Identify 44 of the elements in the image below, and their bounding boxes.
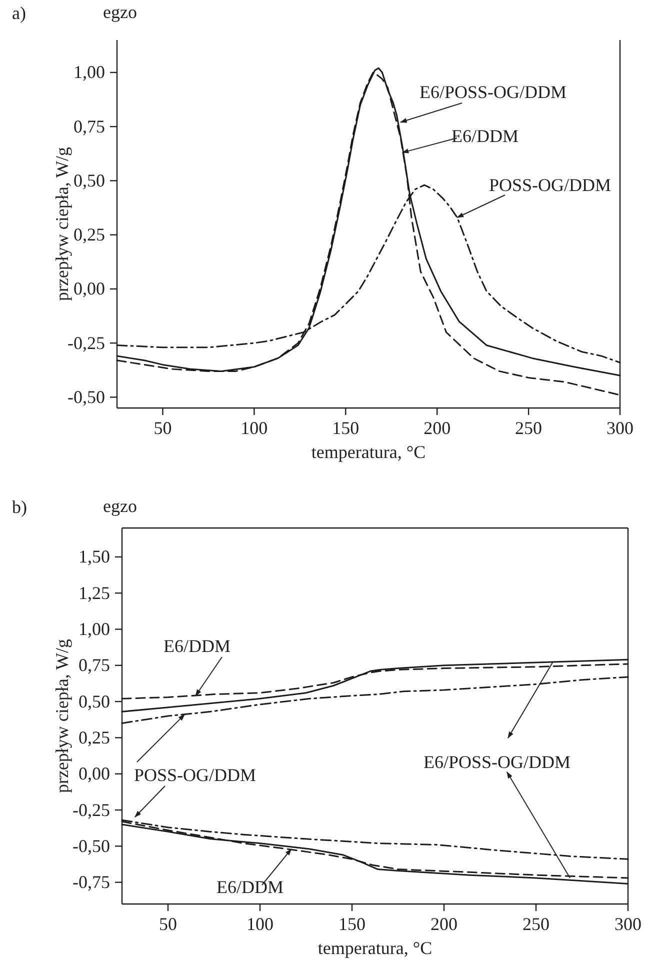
- y-tick-label: 0,75: [78, 655, 110, 676]
- y-tick-label: -0,50: [68, 386, 105, 407]
- text: egzo: [103, 2, 137, 22]
- y-tick-label: -0,25: [72, 800, 110, 820]
- x-tick-label: 300: [614, 914, 642, 934]
- x-tick-label: 50: [159, 914, 177, 934]
- x-axis-title: temperatura, °C: [318, 938, 432, 958]
- x-tick-label: 200: [424, 418, 451, 438]
- annotation: E6/DDM: [216, 877, 284, 897]
- y-tick-label: 1,25: [78, 582, 110, 603]
- annotation: E6/DDM: [452, 126, 518, 146]
- x-tick-label: 250: [522, 914, 550, 934]
- x-tick-label: 100: [240, 418, 268, 438]
- x-tick-label: 250: [515, 418, 542, 438]
- y-tick-label: 0,25: [78, 727, 110, 748]
- x-tick-label: 150: [338, 914, 366, 934]
- y-tick-label: 0,75: [74, 116, 105, 136]
- y-tick-label: 0,00: [78, 764, 110, 784]
- y-tick-label: -0,50: [72, 836, 110, 856]
- annotation: E6/DDM: [164, 636, 230, 656]
- text: egzo: [103, 496, 137, 516]
- y-tick-label: -0,25: [68, 332, 105, 353]
- annotation: POSS-OG/DDM: [488, 175, 612, 195]
- y-tick-label: 1,50: [78, 546, 110, 567]
- y-tick-label: -0,75: [72, 872, 110, 892]
- x-axis-title: temperatura, °C: [311, 442, 426, 462]
- annotation: E6/POSS-OG/DDM: [419, 82, 567, 102]
- chart-title: a): [12, 3, 26, 23]
- x-tick-label: 50: [154, 418, 172, 438]
- x-tick-label: 100: [246, 914, 274, 934]
- y-tick-label: 1,00: [74, 62, 105, 82]
- chart-title: b): [12, 497, 27, 517]
- annotation: POSS-OG/DDM: [134, 765, 256, 785]
- y-tick-label: 0,50: [74, 170, 105, 190]
- y-axis-title: przepływ ciepła, W/g: [52, 146, 72, 302]
- x-tick-label: 300: [606, 418, 634, 438]
- annotation: E6/POSS-OG/DDM: [423, 752, 571, 772]
- y-tick-label: 0,00: [74, 278, 105, 299]
- y-tick-label: 0,25: [74, 224, 105, 245]
- x-tick-label: 150: [332, 418, 360, 438]
- x-tick-label: 200: [430, 914, 458, 934]
- y-tick-label: 0,50: [78, 691, 110, 712]
- y-tick-label: 1,00: [78, 618, 110, 639]
- y-axis-title: przepływ ciepła, W/g: [52, 638, 72, 794]
